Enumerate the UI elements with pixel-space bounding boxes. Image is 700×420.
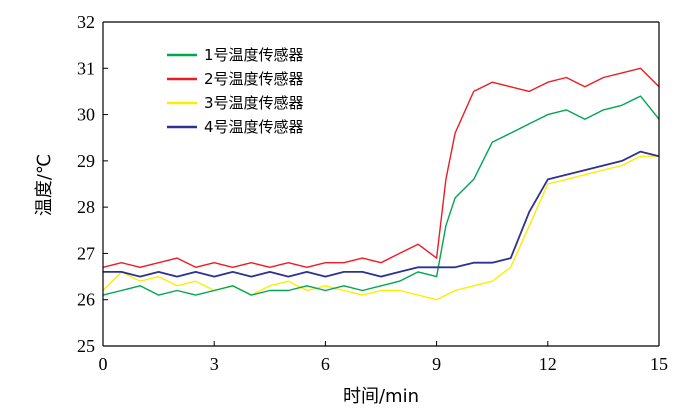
x-tick-label: 15 <box>650 354 668 374</box>
series-line-2 <box>102 67 660 268</box>
y-tick-label: 31 <box>77 58 95 78</box>
y-axis-label: 温度/℃ <box>34 154 55 216</box>
legend-label-3: 3号温度传感器 <box>204 94 304 112</box>
x-tick-label: 6 <box>321 354 330 374</box>
series-line-3 <box>102 155 659 301</box>
legend: 1号温度传感器 2号温度传感器 3号温度传感器 4号温度传感器 <box>167 46 304 136</box>
x-tick-label: 0 <box>99 354 108 374</box>
legend-label-4: 4号温度传感器 <box>204 118 304 136</box>
y-tick-label: 25 <box>77 336 95 356</box>
y-tick-label: 32 <box>77 12 95 32</box>
x-tick-label: 12 <box>539 354 557 374</box>
ticks: 0 3 6 9 12 15 25 26 27 28 29 30 31 32 <box>77 12 668 374</box>
axes <box>102 21 660 347</box>
y-tick-label: 29 <box>77 151 95 171</box>
y-tick-label: 26 <box>77 290 95 310</box>
x-axis-label: 时间/min <box>343 386 419 407</box>
x-tick-label: 9 <box>432 354 441 374</box>
y-tick-label: 30 <box>77 105 95 125</box>
plot-lines <box>102 67 660 301</box>
y-tick-label: 28 <box>77 197 95 217</box>
y-tick-label: 27 <box>77 243 95 263</box>
series-line-1 <box>102 95 660 296</box>
legend-label-1: 1号温度传感器 <box>204 46 304 64</box>
series-line-4 <box>103 150 660 278</box>
x-tick-label: 3 <box>210 354 219 374</box>
legend-label-2: 2号温度传感器 <box>204 70 304 88</box>
